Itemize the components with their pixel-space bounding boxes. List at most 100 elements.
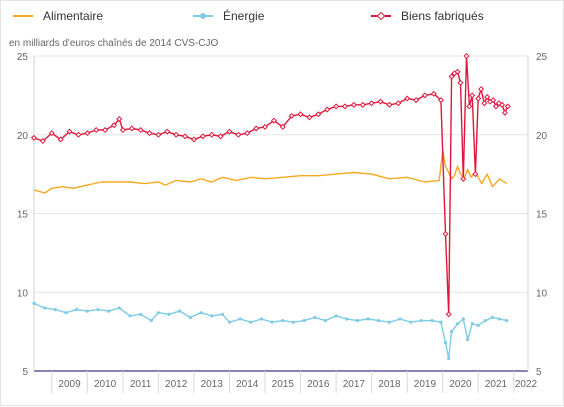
legend-swatch-alimentaire [13,15,33,17]
point-energie-4 [75,307,79,312]
point-biens-fabriques-29 [279,123,286,130]
point-energie-1 [43,306,47,310]
point-energie-19 [227,320,232,324]
x-tick-2022: 2022 [515,379,538,390]
point-energie-46 [470,322,474,326]
point-biens-fabriques-4 [66,128,73,135]
point-energie-32 [366,317,370,321]
point-energie-47 [476,323,480,327]
point-energie-40 [443,341,448,345]
point-biens-fabriques-27 [261,123,269,130]
point-biens-fabriques-16 [164,128,171,135]
point-biens-fabriques-62 [484,93,491,100]
point-energie-25 [291,320,296,324]
point-biens-fabriques-42 [395,100,402,107]
y-tick-right-10: 10 [536,288,548,299]
point-biens-fabriques-0 [30,134,38,141]
point-energie-20 [238,317,242,321]
point-energie-6 [96,307,100,312]
series-line-alimentaire [33,149,508,194]
point-biens-fabriques-40 [377,98,384,105]
x-tick-2014: 2014 [236,379,259,390]
point-biens-fabriques-61 [481,100,488,107]
point-biens-fabriques-5 [75,131,82,138]
point-biens-fabriques-19 [190,136,197,143]
point-energie-24 [281,319,285,323]
point-energie-43 [456,322,460,326]
point-biens-fabriques-56 [466,103,473,110]
x-tick-2011: 2011 [130,379,152,390]
point-biens-fabriques-14 [146,130,153,137]
y-tick-left-5: 5 [22,367,28,378]
point-biens-fabriques-52 [454,68,461,75]
point-biens-fabriques-45 [421,92,428,99]
point-energie-23 [270,320,274,324]
point-energie-5 [85,309,89,313]
y-tick-left-15: 15 [17,210,29,221]
legend-marker-biens-fabriques [376,11,386,21]
point-energie-49 [490,315,495,320]
point-biens-fabriques-13 [137,127,144,134]
point-energie-8 [117,306,121,310]
y-tick-left-25: 25 [17,52,29,63]
legend-item-energie[interactable]: Énergie [193,5,264,27]
x-tick-2012: 2012 [165,379,188,390]
chart-legend: Alimentaire Énergie Biens fabriqués [1,5,564,27]
point-energie-31 [355,319,360,323]
point-biens-fabriques-67 [499,101,506,108]
point-biens-fabriques-18 [182,133,189,140]
point-energie-50 [497,317,502,321]
x-tick-2019: 2019 [414,379,437,390]
point-energie-0 [32,301,36,305]
point-energie-30 [345,317,349,321]
legend-item-alimentaire[interactable]: Alimentaire [13,5,103,27]
x-tick-2013: 2013 [201,379,224,390]
point-biens-fabriques-2 [48,130,55,137]
point-biens-fabriques-15 [155,131,162,138]
point-energie-21 [249,320,253,324]
point-energie-13 [167,312,171,316]
point-biens-fabriques-43 [404,95,411,102]
point-energie-34 [387,320,391,324]
point-energie-33 [377,319,381,323]
point-energie-36 [409,320,413,324]
point-energie-38 [430,319,434,323]
y-tick-left-20: 20 [17,131,29,142]
y-tick-right-5: 5 [536,367,542,378]
point-biens-fabriques-55 [463,52,470,60]
y-tick-right-25: 25 [536,52,548,63]
point-biens-fabriques-33 [315,111,322,118]
legend-swatch-energie [193,13,213,19]
point-biens-fabriques-49 [445,311,452,318]
point-energie-44 [461,317,465,321]
legend-item-biens-fabriques[interactable]: Biens fabriqués [371,5,484,27]
point-biens-fabriques-11 [119,127,126,134]
point-biens-fabriques-47 [437,97,444,104]
point-energie-7 [107,309,111,313]
point-biens-fabriques-17 [173,131,180,138]
point-biens-fabriques-26 [253,125,260,132]
point-biens-fabriques-69 [504,103,511,110]
y-tick-left-10: 10 [17,288,29,299]
point-energie-39 [439,320,443,324]
point-biens-fabriques-30 [288,112,295,119]
point-biens-fabriques-3 [57,136,64,143]
series-line-energie [33,302,507,360]
point-energie-29 [334,314,338,318]
y-axis-label: en milliards d'euros chaînés de 2014 CVS… [9,38,219,49]
point-biens-fabriques-41 [386,101,393,108]
legend-label-energie: Énergie [223,9,265,23]
point-biens-fabriques-8 [102,127,109,134]
gridlines [34,55,528,372]
point-biens-fabriques-57 [469,92,476,99]
point-biens-fabriques-66 [495,100,502,107]
point-energie-41 [447,356,451,360]
point-energie-48 [483,319,487,323]
point-energie-10 [139,312,143,316]
point-biens-fabriques-39 [368,100,375,107]
point-biens-fabriques-6 [84,130,91,137]
x-tick-2009: 2009 [58,379,81,390]
